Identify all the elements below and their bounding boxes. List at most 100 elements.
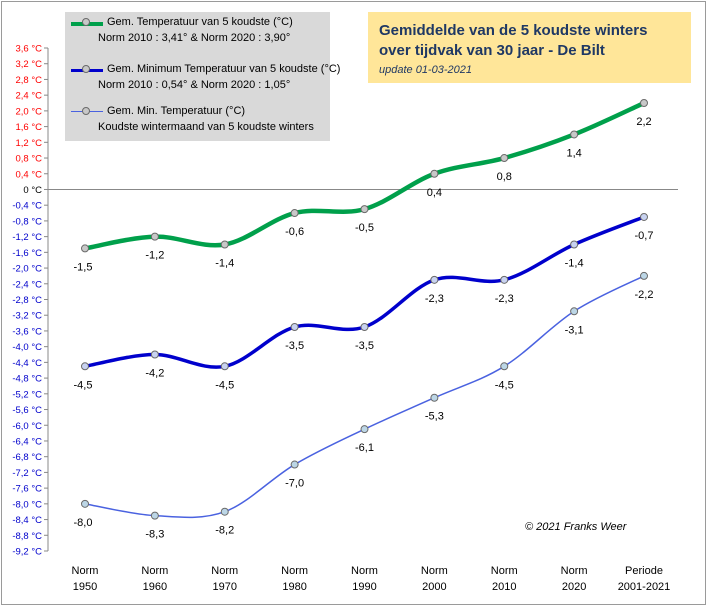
data-point	[220, 240, 229, 249]
data-label: 0,4	[427, 187, 442, 199]
data-label: -6,1	[355, 442, 374, 454]
x-tick-label: Norm	[351, 565, 378, 577]
data-point	[290, 323, 299, 332]
data-point	[570, 130, 579, 139]
y-tick-label: -5,2 °C	[12, 389, 42, 400]
x-tick-label: 2000	[422, 581, 446, 593]
x-tick-label: Periode	[625, 565, 663, 577]
y-tick-label: -3,6 °C	[12, 326, 42, 337]
x-tick-label: 2001-2021	[618, 581, 671, 593]
legend-note: Norm 2010 : 0,54° & Norm 2020 : 1,05°	[98, 79, 291, 91]
y-tick-label: 0 °C	[23, 185, 42, 196]
x-tick-label: 1950	[73, 581, 97, 593]
legend-label: Gem. Minimum Temperatuur van 5 koudste (…	[107, 63, 341, 75]
legend: Gem. Temperatuur van 5 koudste (°C) Norm…	[65, 12, 340, 141]
x-tick-label: Norm	[141, 565, 168, 577]
x-tick-label: Norm	[491, 565, 518, 577]
x-tick-label: Norm	[211, 565, 238, 577]
data-label: 2,2	[636, 116, 651, 128]
data-label: -1,2	[145, 250, 164, 262]
data-point	[81, 499, 89, 508]
legend-marker	[82, 65, 90, 73]
y-axis: 3,6 °C 3,2 °C 2,8 °C 2,4 °C 2,0 °C 1,6 °C 1,2 …	[12, 44, 678, 558]
data-label: -2,3	[495, 293, 514, 305]
data-label: -5,3	[425, 411, 444, 423]
data-point	[640, 99, 648, 108]
data-point	[570, 240, 579, 249]
y-tick-label: 3,2 °C	[15, 59, 42, 70]
data-labels: -1,5 -1,2 -1,4 -0,6 -0,5 0,4 0,8 1,4 2,2 -4,5 -4,2…	[74, 116, 654, 541]
data-point	[570, 307, 579, 316]
data-point	[430, 169, 439, 178]
y-tick-label: -2,4 °C	[12, 279, 42, 290]
y-tick-label: 2,0 °C	[15, 106, 42, 117]
update-date: update 01-03-2021	[379, 64, 472, 76]
y-tick-label: -8,8 °C	[12, 531, 42, 542]
data-label: 0,8	[497, 171, 512, 183]
y-tick-label: -8,4 °C	[12, 515, 42, 526]
data-point	[150, 511, 159, 520]
data-point	[640, 271, 648, 280]
y-tick-label: 1,6 °C	[15, 122, 42, 133]
data-label: -2,2	[635, 289, 654, 301]
data-point	[150, 232, 159, 241]
y-tick-label: -3,2 °C	[12, 311, 42, 322]
y-tick-label: -6,4 °C	[12, 436, 42, 447]
y-tick-label: -6,8 °C	[12, 452, 42, 463]
y-tick-label: 0,8 °C	[15, 154, 42, 165]
y-tick-label: 3,6 °C	[15, 44, 42, 55]
x-tick-label: Norm	[561, 565, 588, 577]
y-tick-label: -2,8 °C	[12, 295, 42, 306]
x-tick-label: Norm	[72, 565, 99, 577]
legend-label: Gem. Min. Temperatuur (°C)	[107, 105, 246, 117]
y-tick-label: -0,4 °C	[12, 201, 42, 212]
data-label: -0,5	[355, 222, 374, 234]
data-label: -1,4	[215, 257, 234, 269]
data-label: -3,5	[285, 340, 304, 352]
data-point	[360, 323, 369, 332]
y-tick-label: -1,2 °C	[12, 232, 42, 243]
x-tick-label: Norm	[281, 565, 308, 577]
data-label: -4,5	[215, 379, 234, 391]
title-box: Gemiddelde van de 5 koudste winters over…	[368, 12, 691, 83]
y-tick-label: -4,4 °C	[12, 358, 42, 369]
data-label: -3,1	[565, 324, 584, 336]
data-label: -1,4	[565, 257, 584, 269]
data-label: -1,5	[74, 261, 93, 273]
series-lines	[84, 100, 645, 519]
data-label: -8,2	[215, 525, 234, 537]
data-point	[500, 362, 509, 371]
y-tick-label: -5,6 °C	[12, 405, 42, 416]
y-tick-label: 0,4 °C	[15, 169, 42, 180]
legend-note: Koudste wintermaand van 5 koudste winter…	[98, 121, 314, 133]
series-line-2	[84, 275, 645, 519]
y-tick-label: -9,2 °C	[12, 547, 42, 558]
copyright-text: © 2021 Franks Weer	[525, 521, 627, 533]
data-label: -8,3	[145, 529, 164, 541]
legend-label: Gem. Temperatuur van 5 koudste (°C)	[107, 16, 293, 28]
data-point	[220, 507, 229, 516]
data-point	[360, 425, 369, 434]
x-tick-label: 1970	[213, 581, 237, 593]
x-tick-label: 2010	[492, 581, 516, 593]
data-point	[430, 393, 439, 402]
y-tick-label: 2,8 °C	[15, 75, 42, 86]
x-tick-label: 1960	[143, 581, 167, 593]
data-point	[150, 350, 159, 359]
y-tick-label: -7,6 °C	[12, 484, 42, 495]
data-point	[81, 244, 89, 253]
legend-marker	[82, 107, 90, 115]
x-tick-label: Norm	[421, 565, 448, 577]
data-point	[640, 212, 648, 221]
data-point	[81, 362, 89, 371]
data-point	[360, 205, 369, 214]
y-tick-label: 2,4 °C	[15, 91, 42, 102]
x-axis: Norm 1950 Norm 1960 Norm 1970 Norm 1980 Norm 1990…	[72, 565, 671, 593]
y-tick-label: -4,8 °C	[12, 374, 42, 385]
data-point	[500, 275, 509, 284]
data-label: 1,4	[566, 147, 581, 159]
chart-subtitle: over tijdvak van 30 jaar - De Bilt	[379, 42, 605, 59]
x-tick-label: 1980	[282, 581, 306, 593]
data-point	[220, 362, 229, 371]
